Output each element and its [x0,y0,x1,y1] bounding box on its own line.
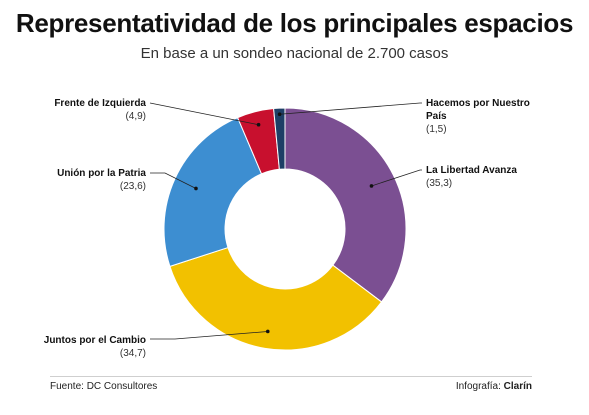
slice-name-label: País [426,111,447,122]
slice-name-label: Juntos por el Cambio [44,335,146,346]
donut-slice [284,107,407,303]
leader-dot [256,122,261,127]
leader-line [279,102,422,115]
slice-value-label: (34,7) [120,348,146,359]
slice-name-label: La Libertad Avanza [426,165,517,176]
infographic-credit: Infografía: Clarín [456,381,532,392]
donut-slice [169,246,383,351]
leader-dot [194,186,198,191]
slice-value-label: (4,9) [125,111,146,122]
slice-value-label: (23,6) [120,181,146,192]
slice-name-label: Hacemos por Nuestro [426,98,530,109]
slice-value-label: (35,3) [426,178,452,189]
leader-line [150,172,197,189]
footer-divider [50,376,532,377]
source-note: Fuente: DC Consultores [50,381,158,392]
slice-name-label: Frente de Izquierda [54,98,146,109]
leader-dot [369,184,374,188]
leader-line [150,331,268,340]
credit-prefix: Infografía: [455,381,504,392]
leader-dot [277,112,282,117]
credit-brand: Clarín [503,381,532,392]
chart-title: Representatividad de los principales esp… [15,8,574,38]
slice-value-label: (1,5) [426,124,447,135]
donut-slice [163,116,263,268]
donut-slice [273,107,286,170]
slice-name-label: Unión por la Patria [57,168,146,179]
chart-subtitle: En base a un sondeo nacional de 2.700 ca… [140,45,449,62]
leader-line [371,169,422,187]
leader-dot [265,329,270,334]
leader-line [149,102,259,126]
